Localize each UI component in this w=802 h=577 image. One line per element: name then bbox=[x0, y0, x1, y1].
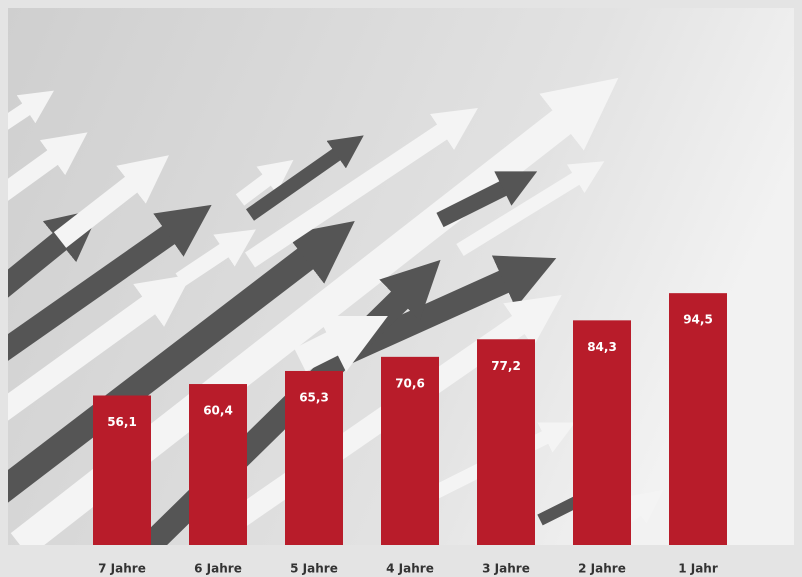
value-label: 56,1 bbox=[107, 415, 137, 429]
arrow bbox=[245, 108, 478, 268]
arrow bbox=[245, 135, 364, 221]
bar bbox=[285, 370, 343, 545]
x-tick-label: 4 Jahre bbox=[386, 562, 434, 576]
value-label: 70,6 bbox=[395, 376, 425, 390]
bar bbox=[189, 384, 247, 545]
x-tick-label: 7 Jahre bbox=[98, 562, 146, 576]
arrow bbox=[294, 316, 388, 372]
arrow bbox=[8, 274, 192, 421]
arrow bbox=[8, 90, 54, 130]
value-label: 77,2 bbox=[491, 359, 521, 373]
x-tick-label: 2 Jahre bbox=[578, 562, 626, 576]
x-tick-label: 6 Jahre bbox=[194, 562, 242, 576]
bar bbox=[93, 395, 151, 545]
bar bbox=[381, 356, 439, 545]
x-tick-label: 3 Jahre bbox=[482, 562, 530, 576]
arrow bbox=[436, 171, 538, 228]
arrow bbox=[8, 221, 355, 503]
value-label: 94,5 bbox=[683, 313, 713, 327]
value-label: 84,3 bbox=[587, 340, 617, 354]
arrow bbox=[235, 159, 294, 206]
bar bbox=[573, 320, 631, 545]
value-label: 60,4 bbox=[203, 404, 233, 418]
bar bbox=[477, 339, 535, 545]
arrow bbox=[456, 161, 605, 256]
x-tick-label: 1 Jahr bbox=[678, 562, 718, 576]
arrow bbox=[8, 204, 212, 361]
x-tick-label: 5 Jahre bbox=[290, 562, 338, 576]
bar bbox=[669, 293, 727, 545]
arrow bbox=[175, 229, 256, 287]
arrow bbox=[8, 132, 88, 201]
arrow bbox=[53, 155, 169, 248]
value-label: 65,3 bbox=[299, 390, 329, 404]
